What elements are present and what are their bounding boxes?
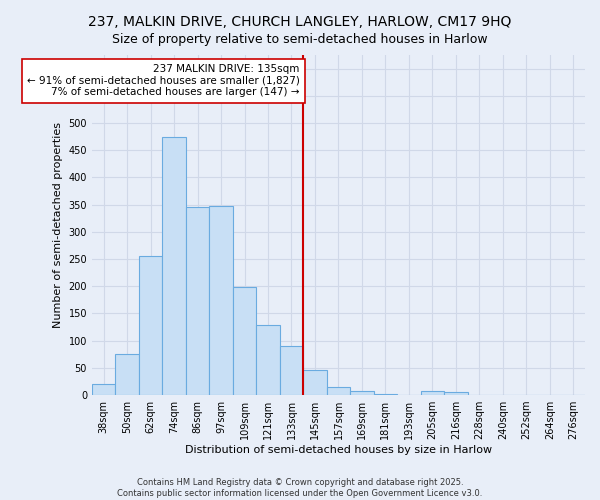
Bar (374, 394, 397, 395)
Text: 237, MALKIN DRIVE, CHURCH LANGLEY, HARLOW, CM17 9HQ: 237, MALKIN DRIVE, CHURCH LANGLEY, HARLO… (88, 15, 512, 29)
Bar (115, 354, 139, 395)
Bar (444, 392, 467, 395)
Bar (397, 394, 421, 395)
Text: Size of property relative to semi-detached houses in Harlow: Size of property relative to semi-detach… (112, 32, 488, 46)
Bar (92, 384, 115, 395)
Bar (327, 387, 350, 395)
Bar (139, 256, 163, 395)
Bar (209, 206, 233, 395)
Bar (186, 208, 209, 395)
Bar (303, 370, 327, 395)
Bar (163, 136, 186, 395)
Bar (280, 346, 303, 395)
Bar (421, 392, 444, 395)
Bar (350, 392, 374, 395)
Bar (256, 326, 280, 395)
X-axis label: Distribution of semi-detached houses by size in Harlow: Distribution of semi-detached houses by … (185, 445, 492, 455)
Bar (233, 288, 256, 395)
Text: 237 MALKIN DRIVE: 135sqm
← 91% of semi-detached houses are smaller (1,827)
7% of: 237 MALKIN DRIVE: 135sqm ← 91% of semi-d… (27, 64, 300, 98)
Bar (467, 394, 491, 395)
Text: Contains HM Land Registry data © Crown copyright and database right 2025.
Contai: Contains HM Land Registry data © Crown c… (118, 478, 482, 498)
Y-axis label: Number of semi-detached properties: Number of semi-detached properties (53, 122, 63, 328)
